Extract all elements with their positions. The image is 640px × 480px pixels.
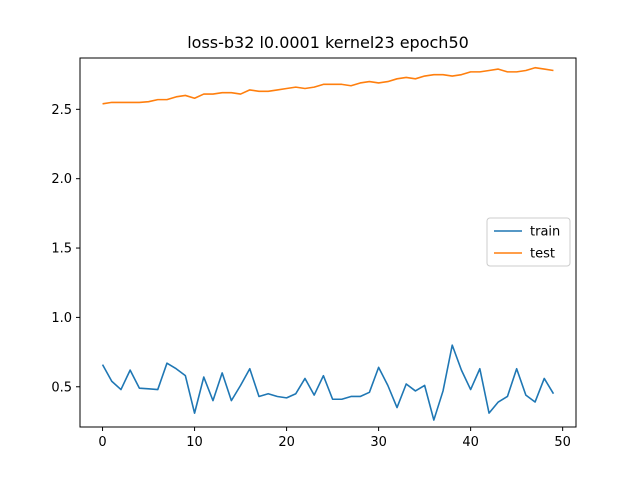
y-tick-label: 0.5 — [51, 380, 72, 395]
legend-label-train: train — [530, 225, 560, 240]
x-tick-label: 30 — [370, 435, 387, 450]
y-tick-label: 1.5 — [51, 242, 72, 257]
x-tick-label: 10 — [186, 435, 203, 450]
x-axis: 0 10 20 30 40 50 — [98, 427, 571, 450]
y-tick-label: 1.0 — [51, 311, 72, 326]
y-tick-label: 2.5 — [51, 103, 72, 118]
x-tick-label: 20 — [278, 435, 295, 450]
y-tick-label: 2.0 — [51, 172, 72, 187]
series-line-train — [101, 344, 555, 421]
legend-box — [486, 217, 571, 267]
x-tick-label: 50 — [554, 435, 571, 450]
legend-label-test: test — [530, 247, 555, 262]
series-layer — [101, 66, 555, 421]
legend: train test — [486, 217, 571, 267]
chart-title: loss-b32 l0.0001 kernel23 epoch50 — [187, 33, 469, 52]
y-axis: 0.5 1.0 1.5 2.0 2.5 — [51, 103, 80, 395]
plot-frame — [79, 57, 577, 428]
series-line-test — [102, 66, 554, 105]
x-tick-label: 40 — [462, 435, 479, 450]
x-tick-label: 0 — [98, 435, 106, 450]
